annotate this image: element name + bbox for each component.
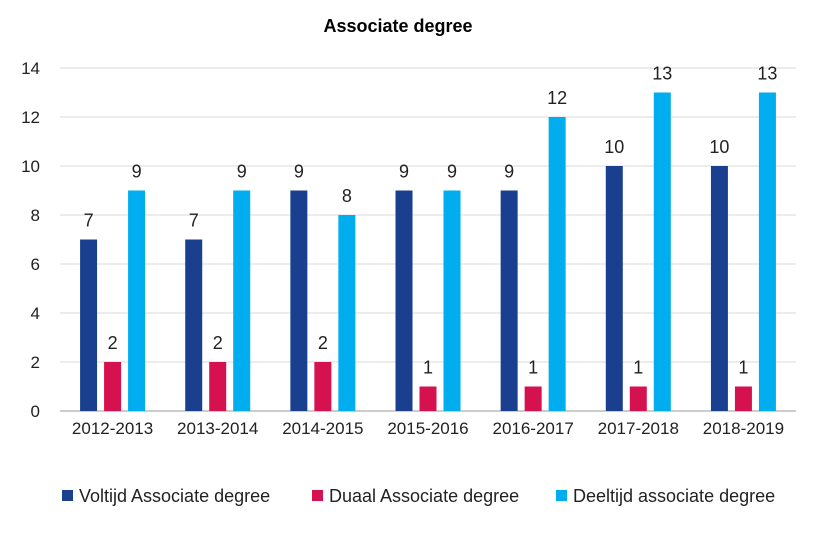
data-label: 9 xyxy=(447,162,457,182)
bar-deeltijd-associate-degree xyxy=(338,215,356,411)
y-tick-label: 2 xyxy=(31,353,40,372)
data-label: 9 xyxy=(237,162,247,182)
data-label: 9 xyxy=(294,162,304,182)
legend-swatch xyxy=(312,490,323,501)
data-label: 12 xyxy=(547,88,567,108)
bar-voltijd-associate-degree xyxy=(185,239,203,411)
legend-swatch xyxy=(556,490,567,501)
bar-duaal-associate-degree xyxy=(734,386,752,411)
x-tick-label: 2012-2013 xyxy=(72,419,153,438)
x-tick-label: 2013-2014 xyxy=(177,419,258,438)
bar-deeltijd-associate-degree xyxy=(548,117,566,411)
bar-deeltijd-associate-degree xyxy=(233,190,251,411)
bar-duaal-associate-degree xyxy=(314,362,332,411)
x-tick-label: 2014-2015 xyxy=(282,419,363,438)
x-tick-label: 2018-2019 xyxy=(703,419,784,438)
bar-duaal-associate-degree xyxy=(209,362,227,411)
bar-voltijd-associate-degree xyxy=(80,239,98,411)
y-tick-label: 6 xyxy=(31,255,40,274)
x-tick-label: 2016-2017 xyxy=(492,419,573,438)
data-label: 1 xyxy=(528,358,538,378)
bar-duaal-associate-degree xyxy=(524,386,542,411)
x-tick-label: 2015-2016 xyxy=(387,419,468,438)
data-label: 2 xyxy=(108,333,118,353)
y-tick-label: 12 xyxy=(21,108,40,127)
bar-duaal-associate-degree xyxy=(104,362,122,411)
bar-voltijd-associate-degree xyxy=(500,190,518,411)
data-label: 8 xyxy=(342,186,352,206)
data-label: 1 xyxy=(423,358,433,378)
data-label: 9 xyxy=(399,162,409,182)
data-label: 7 xyxy=(189,211,199,231)
data-label: 13 xyxy=(757,64,777,84)
legend-label: Voltijd Associate degree xyxy=(79,486,270,506)
y-tick-label: 4 xyxy=(31,304,40,323)
data-label: 10 xyxy=(604,137,624,157)
bar-voltijd-associate-degree xyxy=(710,166,728,411)
data-label: 1 xyxy=(633,358,643,378)
bar-duaal-associate-degree xyxy=(419,386,437,411)
bar-voltijd-associate-degree xyxy=(290,190,308,411)
y-tick-label: 8 xyxy=(31,206,40,225)
y-tick-label: 14 xyxy=(21,59,40,78)
data-label: 1 xyxy=(738,358,748,378)
y-tick-label: 10 xyxy=(21,157,40,176)
legend-label: Duaal Associate degree xyxy=(329,486,519,506)
bar-voltijd-associate-degree xyxy=(395,190,413,411)
data-label: 13 xyxy=(652,64,672,84)
data-label: 10 xyxy=(709,137,729,157)
y-tick-label: 0 xyxy=(31,402,40,421)
bar-deeltijd-associate-degree xyxy=(758,92,776,411)
bar-voltijd-associate-degree xyxy=(605,166,623,411)
bar-duaal-associate-degree xyxy=(629,386,647,411)
bar-deeltijd-associate-degree xyxy=(653,92,671,411)
data-label: 7 xyxy=(84,211,94,231)
bar-deeltijd-associate-degree xyxy=(128,190,146,411)
bar-deeltijd-associate-degree xyxy=(443,190,461,411)
data-label: 9 xyxy=(504,162,514,182)
chart-title: Associate degree xyxy=(323,16,472,36)
data-label: 2 xyxy=(213,333,223,353)
x-tick-label: 2017-2018 xyxy=(598,419,679,438)
legend-swatch xyxy=(62,490,73,501)
data-label: 2 xyxy=(318,333,328,353)
legend-label: Deeltijd associate degree xyxy=(573,486,775,506)
data-label: 9 xyxy=(132,162,142,182)
